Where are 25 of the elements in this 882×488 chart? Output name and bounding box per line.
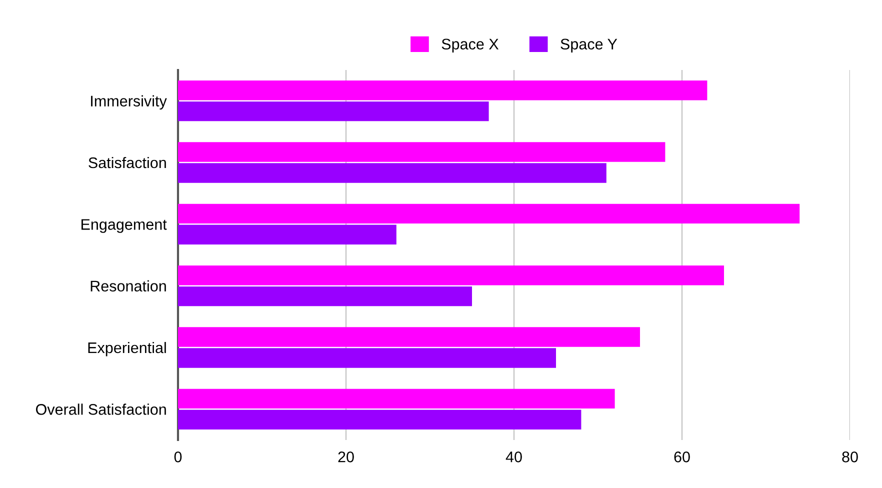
x-tick-label: 60 [674, 452, 690, 462]
y-tick-label: Immersivity [91, 95, 167, 110]
x-tick-label: 40 [506, 452, 522, 462]
y-tick-label: Engagement [82, 219, 167, 233]
x-tick-label: 80 [842, 452, 858, 462]
bar [178, 388, 615, 409]
bar [178, 348, 556, 368]
bar [178, 265, 724, 286]
bar [178, 410, 582, 430]
x-tick-label: 20 [338, 452, 354, 462]
x-tick-label: 0 [174, 452, 182, 462]
bar [178, 142, 666, 162]
bar [178, 224, 396, 245]
bar [178, 286, 472, 306]
bar [178, 327, 640, 347]
legend-label: Space Y [560, 38, 618, 53]
y-tick-label: Overall Satisfaction [36, 404, 166, 415]
bar [178, 163, 606, 183]
bar [178, 204, 800, 224]
bar [178, 80, 708, 100]
y-tick-label: Satisfaction [88, 156, 166, 168]
y-tick-label: Resonation [90, 280, 166, 292]
bar [178, 101, 489, 122]
legend-label: Space X [442, 38, 499, 53]
y-tick-label: Experiential [88, 342, 166, 356]
